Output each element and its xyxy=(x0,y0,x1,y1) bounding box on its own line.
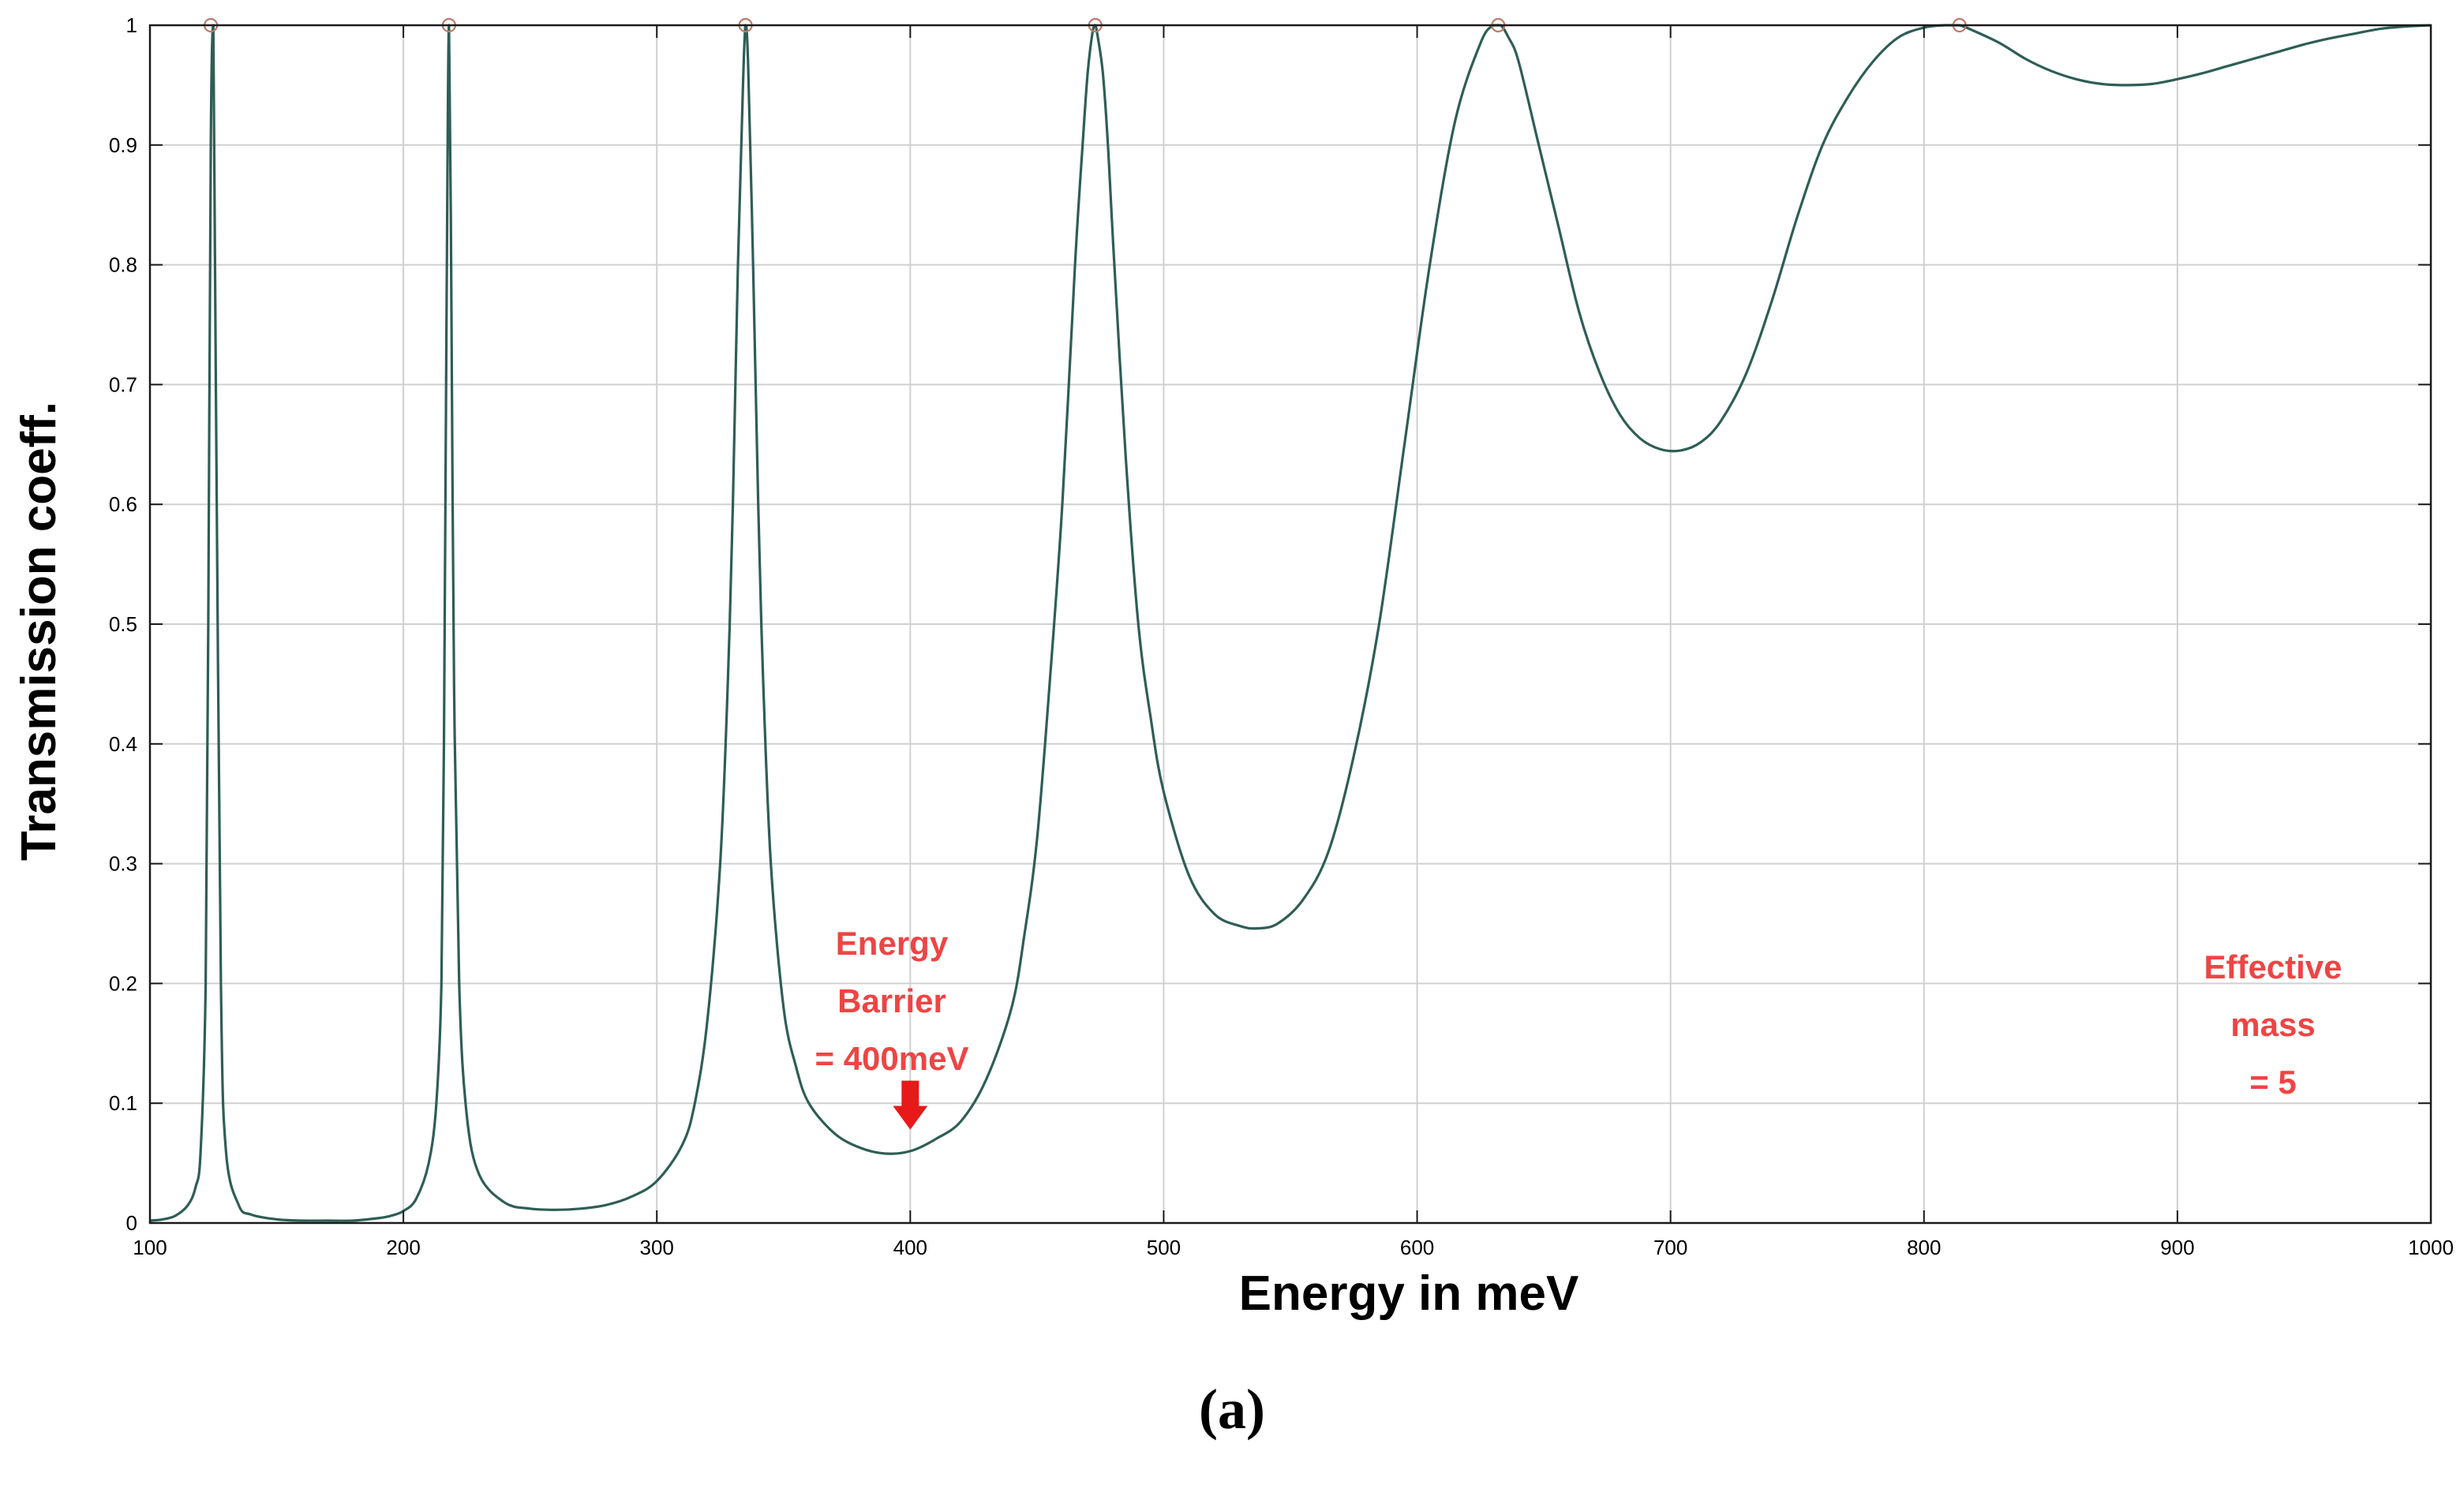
x-tick-label: 200 xyxy=(386,1236,420,1259)
y-tick-label: 0.3 xyxy=(109,852,137,876)
x-axis-title: Energy in meV xyxy=(1239,1266,1579,1321)
annotation-energy-barrier-line-2: Barrier xyxy=(837,982,946,1019)
x-tick-label: 400 xyxy=(893,1236,927,1259)
annotation-effective-mass-line-2: mass xyxy=(2230,1006,2315,1043)
y-tick-label: 0.8 xyxy=(109,253,137,277)
annotation-effective-mass-line-1: Effective xyxy=(2204,948,2342,985)
x-tick-label: 600 xyxy=(1400,1236,1434,1259)
x-tick-label: 1000 xyxy=(2408,1236,2454,1259)
y-tick-label: 0.2 xyxy=(109,971,137,995)
x-tick-labels: 100 200 300 400 500 600 700 800 900 1000 xyxy=(133,1236,2454,1259)
annotation-energy-barrier-line-3: = 400meV xyxy=(815,1040,969,1077)
y-tick-label: 0.9 xyxy=(109,133,137,157)
y-tick-label: 0.7 xyxy=(109,372,137,396)
grid-lines xyxy=(150,25,2431,1223)
y-tick-labels: 0 0.1 0.2 0.3 0.4 0.5 0.6 0.7 0.8 0.9 1 xyxy=(109,13,137,1235)
x-tick-label: 900 xyxy=(2160,1236,2194,1259)
y-tick-label: 0 xyxy=(126,1211,137,1235)
x-tick-label: 300 xyxy=(640,1236,674,1259)
annotation-effective-mass-line-3: = 5 xyxy=(2249,1064,2297,1101)
x-tick-label: 800 xyxy=(1907,1236,1941,1259)
annotation-energy-barrier: Energy Barrier = 400meV xyxy=(815,925,969,1130)
annotation-energy-barrier-line-1: Energy xyxy=(836,925,949,962)
x-tick-label: 700 xyxy=(1653,1236,1687,1259)
annotation-effective-mass: Effective mass = 5 xyxy=(2204,948,2342,1101)
figure-caption: (a) xyxy=(1199,1378,1265,1441)
x-tick-label: 500 xyxy=(1147,1236,1181,1259)
axis-ticks xyxy=(149,24,2432,1224)
y-tick-label: 1 xyxy=(126,13,137,37)
x-tick-label: 100 xyxy=(133,1236,167,1259)
y-tick-label: 0.6 xyxy=(109,492,137,516)
y-tick-label: 0.4 xyxy=(109,732,137,756)
y-axis-title: Transmission coeff. xyxy=(12,402,66,861)
y-tick-label: 0.1 xyxy=(109,1091,137,1115)
red-down-arrow-icon xyxy=(893,1080,928,1130)
y-tick-label: 0.5 xyxy=(109,612,137,636)
